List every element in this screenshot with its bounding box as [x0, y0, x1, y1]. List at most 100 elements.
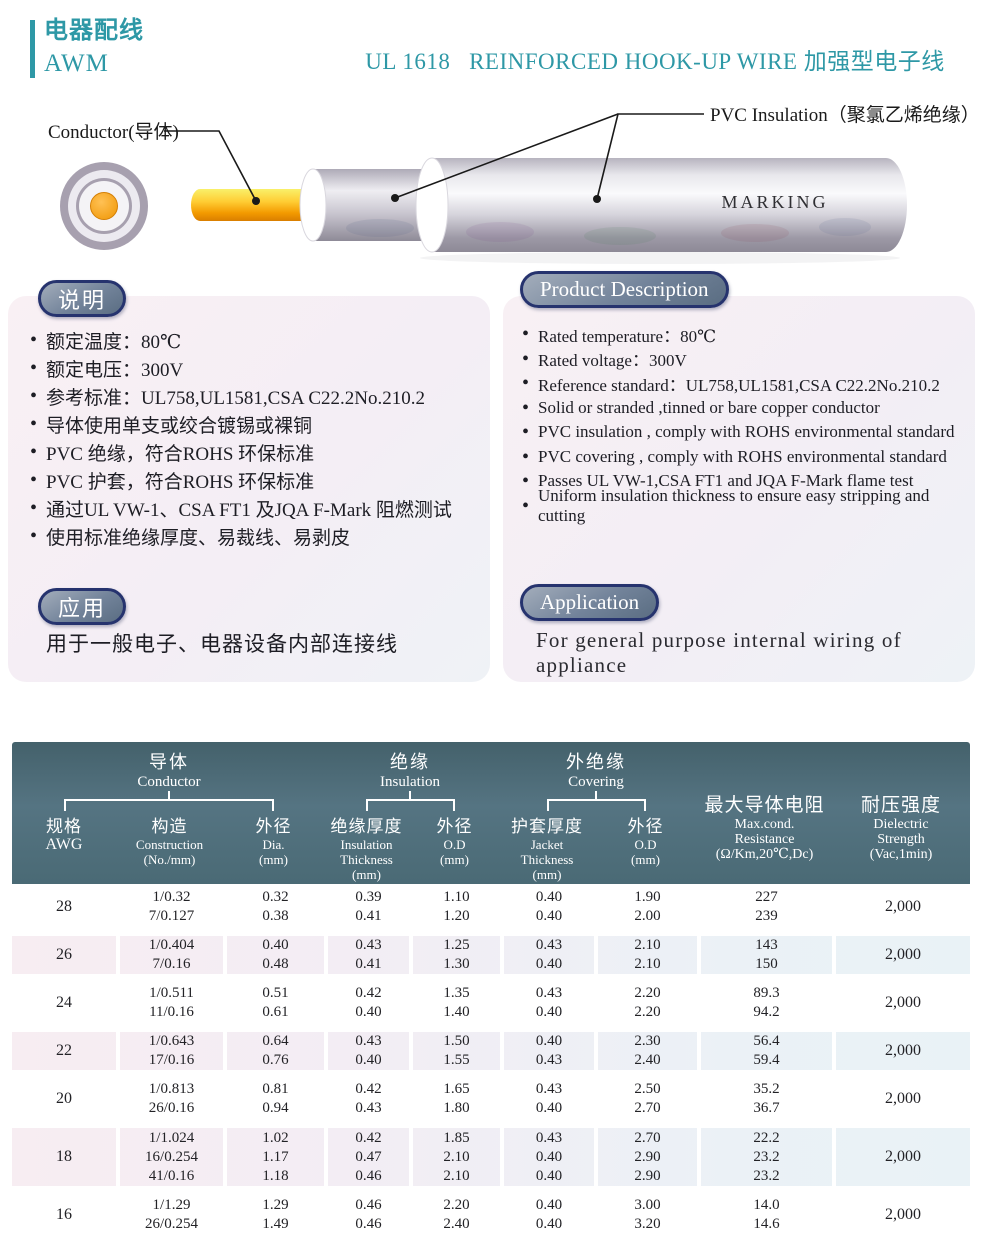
- cell-value: 1/1.024: [148, 1129, 195, 1146]
- list-item: • Solid or stranded ,tinned or bare coppe…: [522, 396, 972, 421]
- awg-cell: 18: [56, 1148, 72, 1165]
- list-item: • 额定电压：300V: [30, 354, 480, 382]
- bullet-dot: •: [30, 357, 38, 379]
- bullet-dot: •: [522, 347, 530, 370]
- cell-value: 1.85: [443, 1129, 470, 1146]
- cell-value: 2.70: [634, 1100, 661, 1116]
- list-item-text: 导体使用单支或绞合镀锡或裸铜: [46, 415, 313, 437]
- cell-value: 0.46: [355, 1167, 382, 1184]
- cell-value: 2.00: [634, 908, 661, 924]
- header-group-insulation: 绝缘 Insulation: [340, 748, 480, 791]
- cell-value: 2.40: [634, 1052, 661, 1068]
- table-cell: 0.46 0.46: [324, 1196, 409, 1234]
- insulation-callout: [394, 113, 704, 200]
- list-item-text: Reference standard：UL758,UL1581,CSA C22.…: [538, 375, 940, 395]
- table-cell: 0.32 0.38: [223, 888, 324, 926]
- cell-value: 0.43: [355, 1033, 382, 1049]
- application-text-en: For general purpose internal wiring of a…: [536, 628, 902, 677]
- conductor-callout: [164, 130, 257, 202]
- cell-value: 2.20: [634, 1004, 661, 1020]
- table-cell: 2.50 2.70: [594, 1080, 697, 1118]
- bullet-dot: •: [522, 323, 530, 346]
- cell-value: 2.90: [634, 1148, 661, 1165]
- bullet-dot: •: [30, 329, 38, 351]
- bullet-dot: •: [522, 470, 530, 493]
- table-cell: 227 239: [697, 888, 832, 926]
- list-item-text: PVC covering , comply with ROHS environm…: [538, 446, 947, 466]
- table-cell: 2.20 2.20: [594, 984, 697, 1022]
- brand-block: 电器配线 AWM: [44, 16, 144, 82]
- cell-value: 0.64: [262, 1033, 289, 1049]
- cell-value: 1.55: [443, 1052, 470, 1068]
- col-header-covering-od: 外径 O.D (mm): [627, 817, 664, 867]
- table-row: 28 1/0.32 7/0.127 0.32 0.38 0.39 0.41 1.10 1.20 0…: [12, 888, 970, 926]
- cell-value: 0.40: [535, 889, 563, 905]
- list-item: • 通过UL VW-1、CSA FT1 及JQA F-Mark 阻燃测试: [30, 494, 480, 522]
- cell-value: 0.42: [355, 1129, 382, 1146]
- list-item-text: PVC 绝缘，符合ROHS 环保标准: [46, 443, 315, 465]
- cell-value: 22.2: [753, 1129, 780, 1146]
- cell-value: 0.41: [355, 956, 382, 972]
- cell-value: 143: [755, 937, 778, 953]
- bullet-dot: •: [522, 372, 530, 395]
- group-label-en: Covering: [568, 774, 624, 790]
- table-cell: 1.29 1.49: [223, 1196, 324, 1234]
- table-cell: 0.43 0.40 0.40: [500, 1128, 594, 1186]
- table-cell: 0.51 0.61: [223, 984, 324, 1022]
- cell-value: 56.4: [753, 1033, 780, 1049]
- conductor-label: Conductor(导体): [48, 121, 179, 143]
- list-item: • 使用标准绝缘厚度、易裁线、易剥皮: [30, 522, 480, 550]
- bullet-dot: •: [30, 469, 38, 491]
- table-cell: 1/0.32 7/0.127: [116, 888, 223, 926]
- list-item-text: 额定温度：80℃: [46, 331, 182, 353]
- cell-value: 150: [755, 956, 778, 972]
- brand-line-cn: 电器配线: [44, 18, 144, 44]
- table-row: 18 1/1.024 16/0.254 41/0.16 1.02 1.17 1.18 0.42…: [12, 1128, 970, 1186]
- cell-value: 59.4: [753, 1052, 780, 1068]
- list-item: • 额定温度：80℃: [30, 326, 480, 354]
- cell-value: 0.46: [355, 1197, 382, 1213]
- cell-value: 0.32: [262, 889, 289, 905]
- cell-value: 0.94: [262, 1100, 289, 1116]
- application-badge-en: Application: [520, 584, 660, 621]
- dielectric-cell: 2,000: [885, 1090, 921, 1107]
- list-item-text: PVC 护套，符合ROHS 环保标准: [46, 471, 315, 493]
- bracket-conductor: [64, 799, 274, 811]
- cell-value: 1.02: [262, 1129, 289, 1146]
- col-header-dielectric: 耐压强度 Dielectric Strength (Vac,1min): [860, 795, 941, 862]
- cell-value: 0.39: [355, 889, 382, 905]
- cell-value: 227: [755, 889, 778, 905]
- cell-value: 0.40: [262, 937, 289, 953]
- cell-value: 0.42: [355, 1081, 382, 1097]
- cell-value: 2.10: [443, 1167, 470, 1184]
- list-item: • Reference standard：UL758,UL1581,CSA C22…: [522, 371, 972, 396]
- cell-value: 11/0.16: [149, 1004, 194, 1020]
- cell-value: 94.2: [753, 1004, 780, 1020]
- col-header-jacket-thickness: 护套厚度 Jacket Thickness (mm): [511, 817, 583, 882]
- list-item-text: Uniform insulation thickness to ensure e…: [538, 485, 930, 525]
- table-cell: 2.70 2.90 2.90: [594, 1128, 697, 1186]
- dielectric-cell: 2,000: [832, 1128, 970, 1186]
- table-cell: 0.42 0.47 0.46: [324, 1128, 409, 1186]
- cell-value: 2.50: [634, 1081, 661, 1097]
- cell-value: 0.76: [262, 1052, 289, 1068]
- list-item: • 参考标准：UL758,UL1581,CSA C22.2No.210.2: [30, 382, 480, 410]
- table-cell: 1.90 2.00: [594, 888, 697, 926]
- list-item-text: 额定电压：300V: [46, 359, 184, 381]
- cell-value: 1.90: [634, 889, 661, 905]
- header-group-conductor: 导体 Conductor: [99, 748, 239, 791]
- insulation-callout-dot-2: [593, 195, 601, 203]
- cell-value: 26/0.16: [148, 1100, 195, 1116]
- insulation-callout-dot-1: [391, 194, 399, 202]
- table-cell: 0.42 0.43: [324, 1080, 409, 1118]
- bullet-dot: •: [522, 494, 530, 517]
- cell-value: 1.18: [262, 1167, 289, 1184]
- cell-value: 0.40: [535, 1197, 563, 1213]
- cell-value: 2.20: [634, 985, 661, 1001]
- dielectric-cell: 2,000: [832, 936, 970, 974]
- table-cell: 0.81 0.94: [223, 1080, 324, 1118]
- cell-value: 2.10: [634, 937, 661, 953]
- spec-table: 导体 Conductor 绝缘 Insulation 外绝缘 Covering …: [12, 742, 970, 1244]
- description-badge-cn: 说明: [38, 280, 127, 317]
- table-cell: 1.50 1.55: [409, 1032, 500, 1070]
